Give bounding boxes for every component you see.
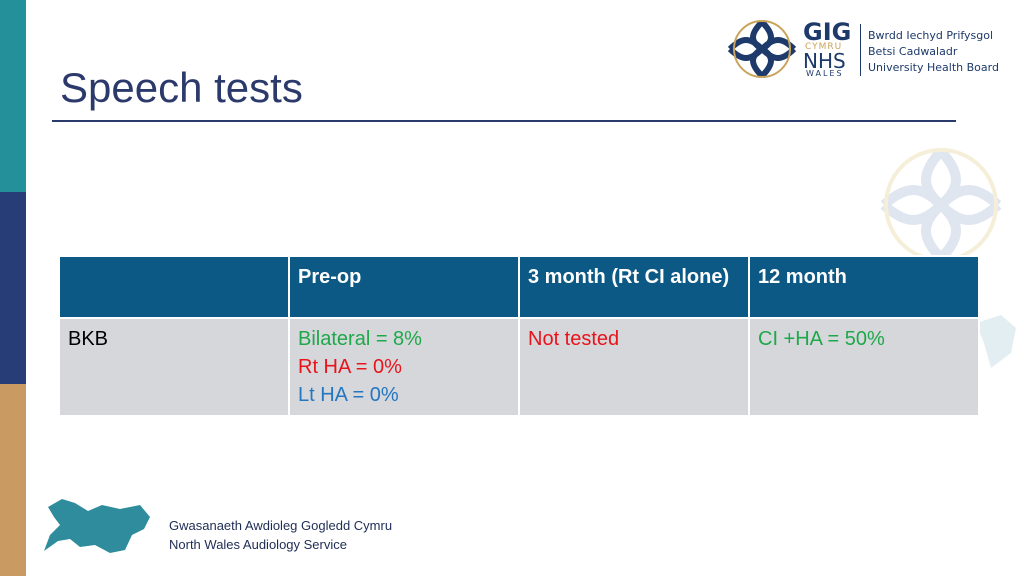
- logo-cymru: CYMRU: [805, 42, 843, 52]
- logo-divider: [860, 24, 861, 76]
- cell-line: Lt HA = 0%: [298, 384, 399, 406]
- cell: CI +HA = 50%: [748, 317, 980, 417]
- logo-knot: [727, 19, 797, 79]
- logo-nhs: NHS: [803, 49, 846, 73]
- cell-line: Bilateral = 8%: [298, 328, 422, 350]
- header-cell: Pre-op: [288, 255, 520, 319]
- cell-line: Not tested: [528, 328, 620, 350]
- row-label: BKB: [58, 317, 290, 417]
- results-table: Pre-op 3 month (Rt CI alone) 12 month BK…: [58, 255, 980, 417]
- title: Speech tests: [60, 64, 303, 111]
- stripe-teal: [0, 0, 26, 192]
- footer-line: North Wales Audiology Service: [169, 537, 347, 552]
- stripe-navy: [0, 192, 26, 384]
- logo-board-line: Bwrdd Iechyd Prifysgol: [868, 29, 994, 42]
- logo-board-line: University Health Board: [868, 61, 999, 74]
- logo-gig: GIG: [803, 18, 852, 46]
- logo-board: Bwrdd Iechyd Prifysgol Betsi Cadwaladr U…: [868, 28, 999, 76]
- cell: Not tested: [518, 317, 750, 417]
- logo-wales: WALES: [806, 69, 844, 78]
- wales-map: [44, 499, 150, 553]
- cell: Bilateral = 8% Rt HA = 0% Lt HA = 0%: [288, 317, 520, 417]
- header-row: Pre-op 3 month (Rt CI alone) 12 month: [58, 255, 980, 319]
- logo-board-line: Betsi Cadwaladr: [868, 45, 958, 58]
- header-cell: [58, 255, 290, 319]
- footer: Gwasanaeth Awdioleg Gogledd Cymru North …: [169, 516, 392, 554]
- header-cell: 12 month: [748, 255, 980, 319]
- footer-line: Gwasanaeth Awdioleg Gogledd Cymru: [169, 518, 393, 533]
- body-row: BKB Bilateral = 8% Rt HA = 0% Lt HA = 0%…: [58, 317, 980, 417]
- header-cell: 3 month (Rt CI alone): [518, 255, 750, 319]
- cell-line: Rt HA = 0%: [298, 356, 402, 378]
- stripe-tan: [0, 384, 26, 576]
- title-rule: [52, 120, 956, 122]
- cell-line: CI +HA = 50%: [758, 328, 885, 350]
